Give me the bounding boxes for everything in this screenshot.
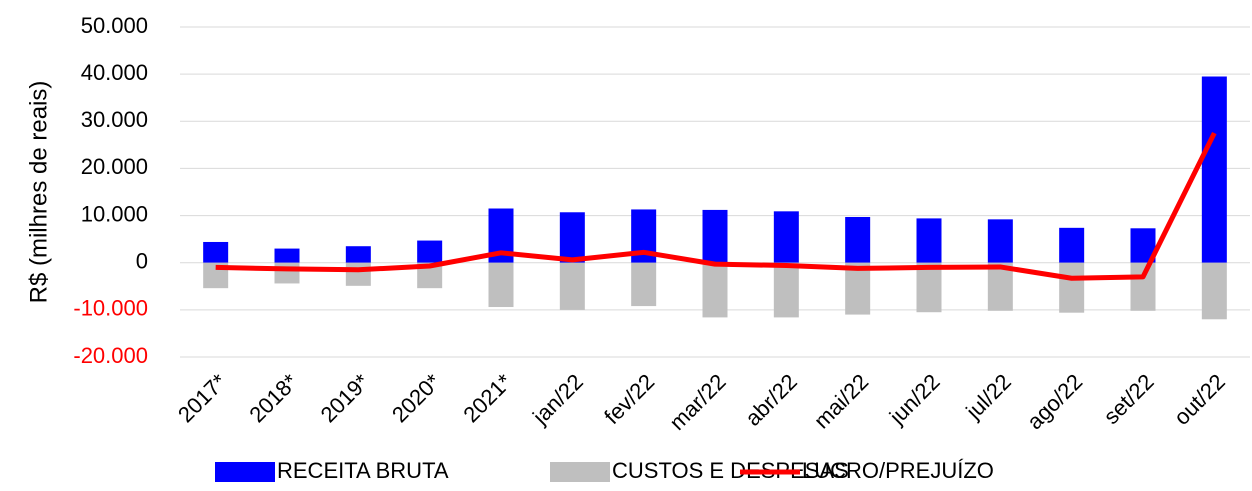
x-tick-label: set/22 <box>1099 369 1159 429</box>
bar <box>1201 262 1227 320</box>
x-tick-label: mai/22 <box>809 369 873 433</box>
bar <box>274 248 300 263</box>
bar <box>345 262 371 286</box>
bar <box>702 209 728 263</box>
bar <box>1059 262 1085 313</box>
x-tick-label: jan/22 <box>527 369 588 430</box>
y-tick-label: 10.000 <box>81 201 148 226</box>
y-tick-label: 40.000 <box>81 60 148 85</box>
legend-label: RECEITA BRUTA <box>277 458 449 483</box>
x-tick-label: out/22 <box>1169 369 1230 430</box>
bar <box>1130 262 1156 311</box>
y-tick-label: 50.000 <box>81 13 148 38</box>
bar <box>845 262 871 315</box>
bar <box>274 262 300 284</box>
legend-label: CUSTOS E DESPESAS <box>612 458 849 483</box>
x-tick-label: mar/22 <box>665 369 731 435</box>
x-tick-label: fev/22 <box>599 369 659 429</box>
y-tick-label: 30.000 <box>81 107 148 132</box>
bar <box>417 240 443 263</box>
bar <box>559 262 585 310</box>
bar <box>702 262 728 318</box>
bar <box>559 212 585 263</box>
bar <box>773 211 799 263</box>
y-axis-label: R$ (milhres de reais) <box>25 81 52 304</box>
x-tick-label: abr/22 <box>740 369 802 431</box>
x-tick-label: jul/22 <box>960 369 1016 425</box>
bar <box>845 216 871 263</box>
y-tick-label: -10.000 <box>73 296 148 321</box>
bar <box>345 246 371 263</box>
x-tick-label: 2019* <box>316 369 375 428</box>
bar <box>773 262 799 318</box>
bar <box>916 218 942 263</box>
y-tick-label: 20.000 <box>81 154 148 179</box>
bar <box>916 262 942 313</box>
legend-swatch <box>215 462 275 482</box>
bar <box>1059 227 1085 263</box>
x-tick-label: 2018* <box>244 369 303 428</box>
x-tick-label: 2021* <box>458 369 517 428</box>
bar <box>488 262 514 308</box>
bar <box>203 241 229 263</box>
line <box>215 131 1217 281</box>
y-tick-label: -20.000 <box>73 343 148 368</box>
x-tick-label: 2020* <box>387 369 446 428</box>
legend-label: LUCRO/PREJUÍZO <box>802 458 994 483</box>
x-tick-label: ago/22 <box>1022 369 1087 434</box>
x-tick-label: jun/22 <box>884 369 945 430</box>
bar <box>987 219 1013 263</box>
y-tick-label: 0 <box>136 249 148 274</box>
x-tick-label: 2017* <box>173 369 232 428</box>
bar <box>631 262 657 307</box>
legend-swatch <box>550 462 610 482</box>
bar <box>1201 76 1227 263</box>
